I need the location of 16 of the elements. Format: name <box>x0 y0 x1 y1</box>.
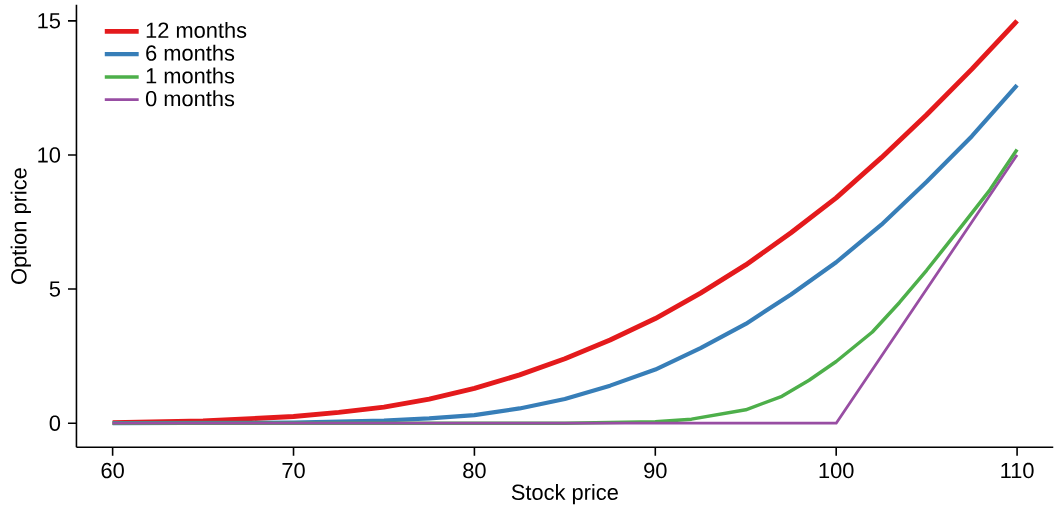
y-tick-label: 0 <box>49 415 61 431</box>
y-axis-title: Option price <box>10 168 31 284</box>
legend-label: 0 months <box>145 90 235 107</box>
x-tick-label: 70 <box>282 462 305 479</box>
legend-label: 12 months <box>146 21 247 39</box>
x-tick-label: 100 <box>819 462 854 479</box>
x-tick-label: 110 <box>1001 462 1034 479</box>
x-tick-label: 80 <box>463 462 486 479</box>
legend-label: 1 months <box>146 67 235 84</box>
legend-label: 6 months <box>146 44 235 61</box>
x-tick-label: 60 <box>101 462 124 479</box>
y-tick-label: 5 <box>49 281 61 297</box>
y-tick-label: 15 <box>38 13 61 29</box>
x-tick-label: 90 <box>644 462 667 479</box>
y-tick-label: 10 <box>38 147 61 163</box>
x-axis-title: Stock price <box>511 484 618 505</box>
